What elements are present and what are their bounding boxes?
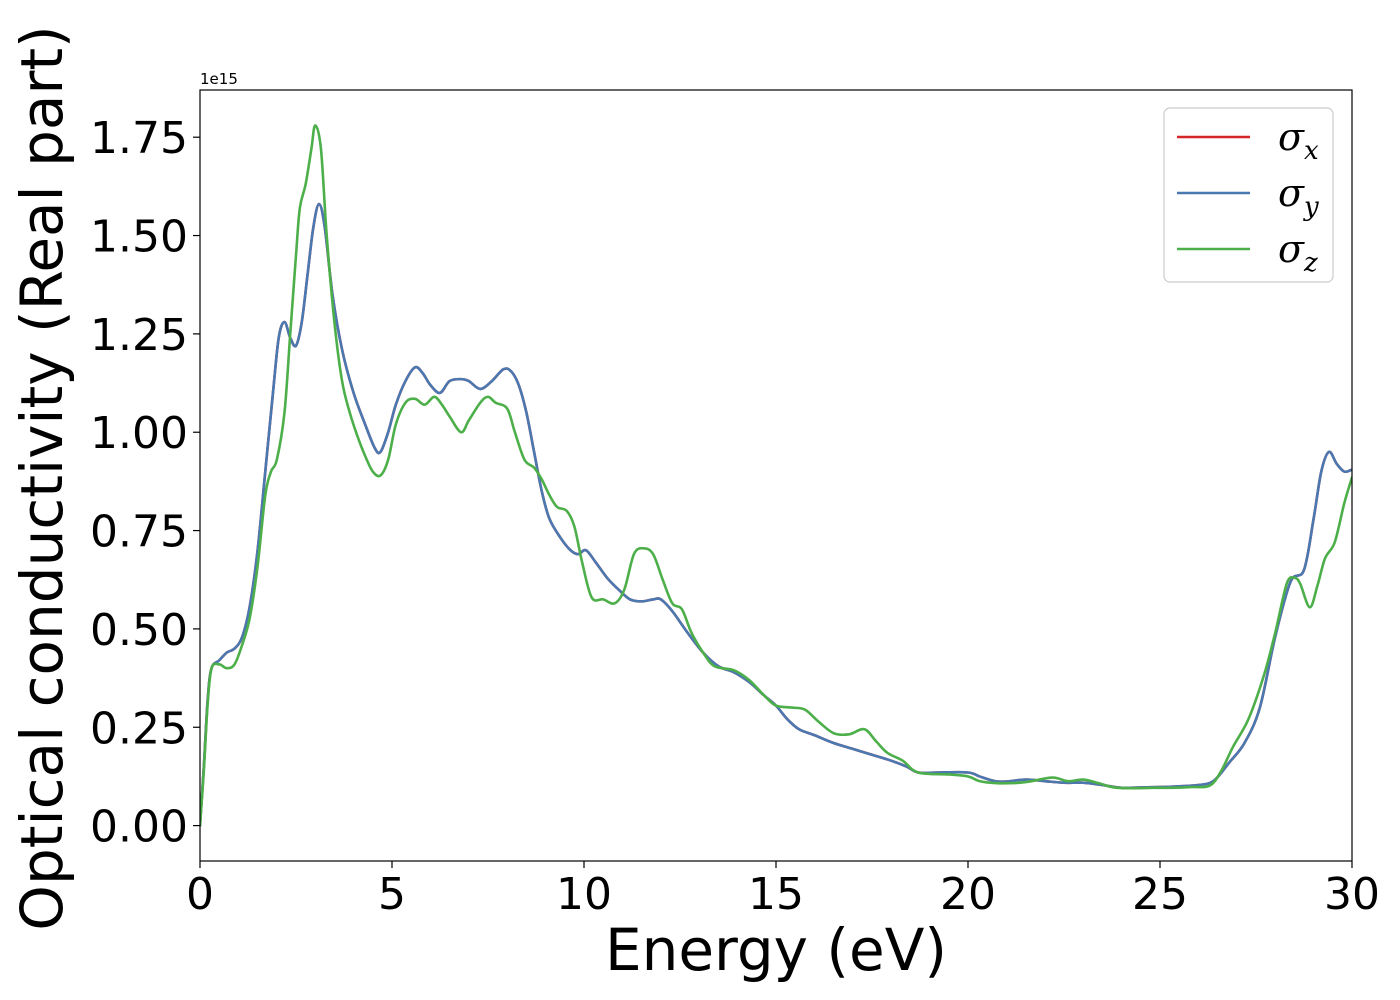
y-tick-label: 0.75 (90, 507, 188, 558)
x-tick-label: 10 (556, 869, 612, 920)
y-tick-label: 1.00 (90, 408, 188, 459)
x-axis-label: Energy (eV) (605, 916, 947, 984)
x-tick-label: 15 (748, 869, 804, 920)
y-axis-ticks: 0.00 0.25 0.50 0.75 1.00 1.25 1.50 1.75 (90, 113, 200, 853)
y-tick-label: 1.75 (90, 113, 188, 164)
legend-box (1163, 107, 1334, 283)
x-tick-label: 30 (1324, 869, 1380, 920)
x-tick-label: 20 (940, 869, 996, 920)
x-tick-label: 0 (186, 869, 214, 920)
series-line-sigma-z (200, 124, 1352, 827)
y-axis-label: Optical conductivity (Real part) (8, 25, 76, 930)
y-tick-label: 0.25 (90, 703, 188, 754)
y-tick-label: 1.25 (90, 310, 188, 361)
x-axis-ticks: 0 5 10 15 20 25 30 (186, 861, 1380, 920)
y-tick-label: 0.50 (90, 605, 188, 656)
x-tick-label: 5 (378, 869, 406, 920)
x-tick-label: 25 (1132, 869, 1188, 920)
y-tick-label: 1.50 (90, 212, 188, 263)
y-tick-label: 0.00 (90, 802, 188, 853)
y-offset-label: 1e15 (200, 70, 238, 88)
series-layer (200, 124, 1352, 827)
